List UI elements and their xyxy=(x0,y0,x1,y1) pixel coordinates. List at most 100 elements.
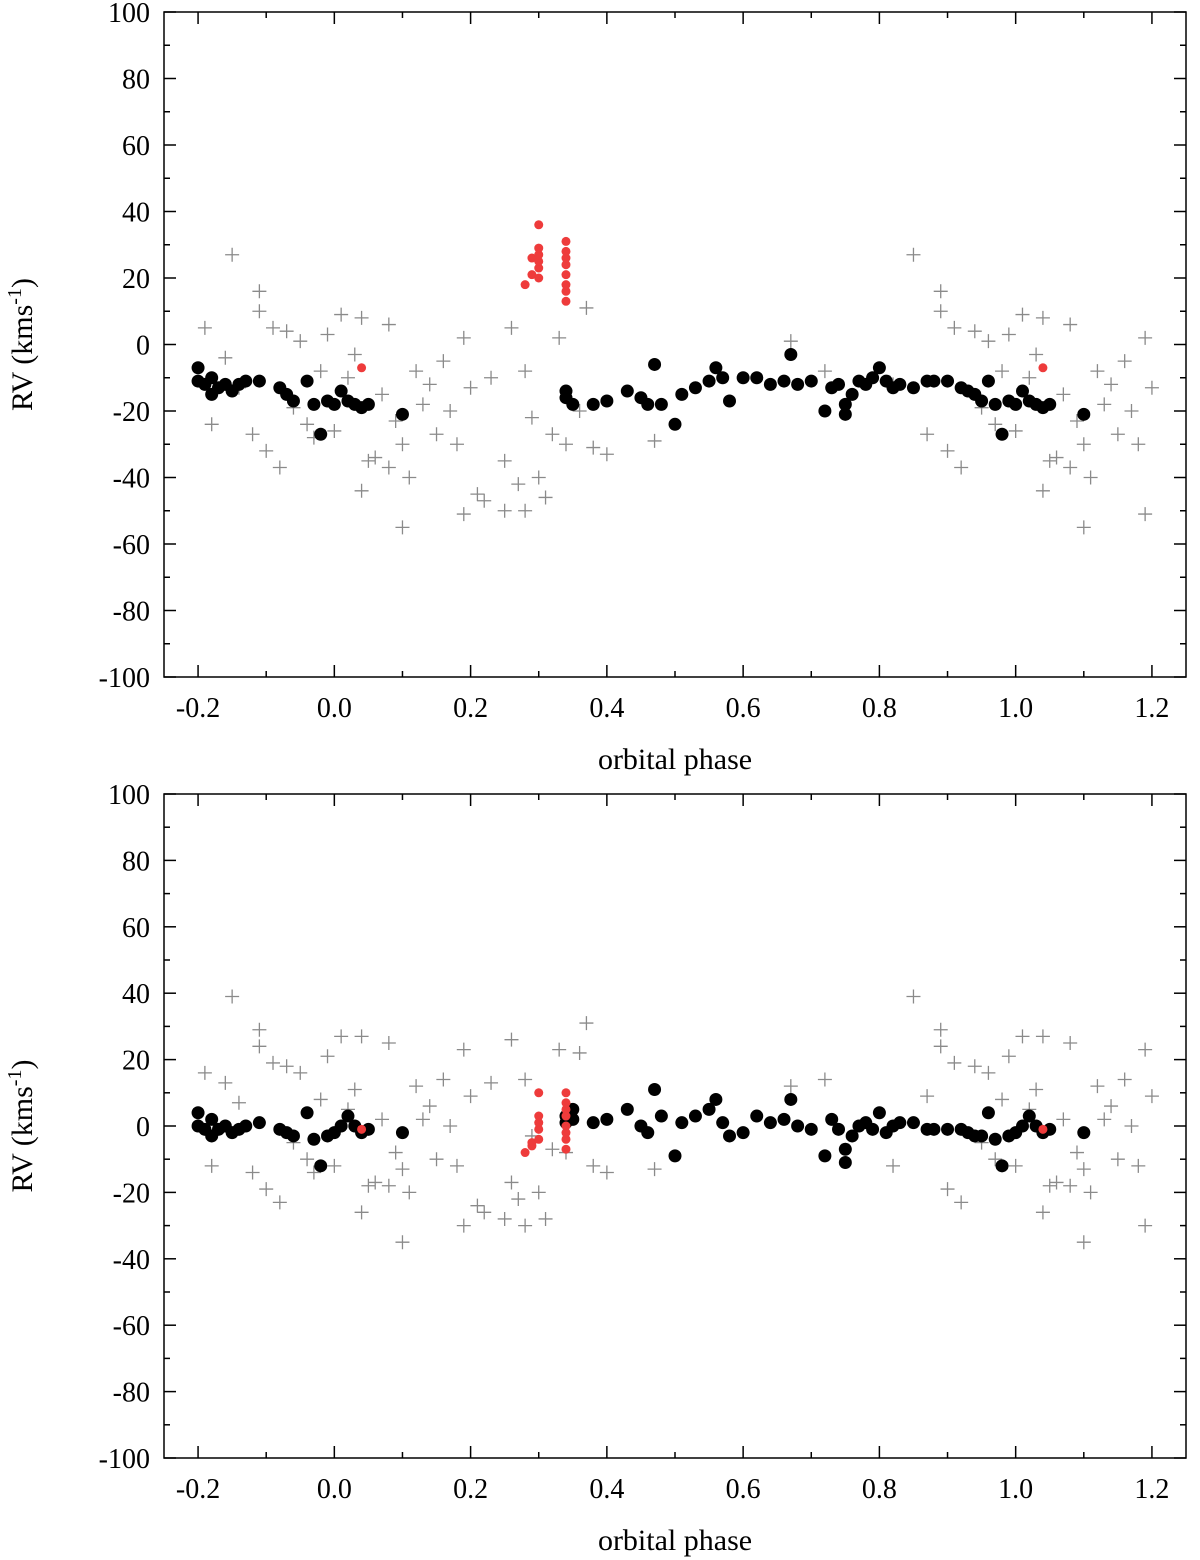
data-point-cross xyxy=(981,1065,996,1080)
data-point-red xyxy=(527,270,537,280)
data-point-black xyxy=(995,1159,1009,1173)
data-point-cross xyxy=(1049,450,1064,465)
data-point-black xyxy=(361,397,375,411)
data-point-cross xyxy=(1117,1072,1132,1087)
data-point-cross xyxy=(988,417,1003,432)
data-point-black xyxy=(975,394,989,408)
data-point-red xyxy=(561,1121,571,1131)
data-point-black xyxy=(988,397,1002,411)
data-point-cross xyxy=(436,1072,451,1087)
data-point-black xyxy=(1077,407,1091,421)
data-point-black xyxy=(688,381,702,395)
data-point-cross xyxy=(313,364,328,379)
data-point-cross xyxy=(1104,1099,1119,1114)
data-point-black xyxy=(736,1126,750,1140)
data-point-cross xyxy=(1138,507,1153,522)
series-1 xyxy=(191,1082,1091,1173)
data-point-cross xyxy=(293,334,308,349)
x-axis-title: orbital phase xyxy=(598,1524,752,1557)
y-tick-label: -20 xyxy=(113,1178,150,1209)
data-point-cross xyxy=(933,1039,948,1054)
data-point-cross xyxy=(504,1032,519,1047)
y-axis-title-main: RV (kms xyxy=(6,305,39,411)
data-point-cross xyxy=(429,1152,444,1167)
data-point-black xyxy=(975,1129,989,1143)
data-point-black xyxy=(654,397,668,411)
data-point-cross xyxy=(272,1195,287,1210)
data-point-black xyxy=(838,397,852,411)
data-point-cross xyxy=(443,404,458,418)
data-point-black xyxy=(893,377,907,391)
data-point-cross xyxy=(995,1092,1010,1107)
data-point-cross xyxy=(279,1059,294,1074)
y-axis-title: RV (kms-1) xyxy=(4,1060,39,1193)
y-tick-label: -40 xyxy=(113,1245,150,1276)
data-point-cross xyxy=(538,1211,553,1226)
panel-top: 100 80 60 40 20 0 -20 -40 -60 -80 -100 -0.2 0.0 0.2 0.… xyxy=(4,0,1187,776)
data-point-black xyxy=(709,361,723,375)
data-point-cross xyxy=(1104,377,1119,392)
y-tick-label: 40 xyxy=(122,979,150,1010)
data-point-cross xyxy=(1076,520,1091,535)
data-point-black xyxy=(600,394,614,408)
data-point-black xyxy=(893,1116,907,1130)
data-point-black xyxy=(1043,397,1057,411)
data-point-cross xyxy=(252,304,267,319)
data-point-red xyxy=(357,1124,367,1134)
x-tick-label: 0.2 xyxy=(453,693,488,724)
x-tick-label: 0.0 xyxy=(317,1474,352,1505)
data-point-black xyxy=(668,1149,682,1163)
data-point-black xyxy=(361,1122,375,1136)
data-point-black xyxy=(566,397,580,411)
data-point-cross xyxy=(1063,460,1078,475)
data-point-cross xyxy=(327,1158,342,1173)
data-point-cross xyxy=(995,364,1010,379)
data-point-cross xyxy=(334,1029,349,1044)
data-point-cross xyxy=(579,1016,594,1031)
data-point-red xyxy=(561,270,571,280)
data-point-cross xyxy=(245,427,260,442)
data-point-cross xyxy=(381,1178,396,1193)
data-point-black xyxy=(988,1132,1002,1146)
data-point-black xyxy=(648,357,662,371)
data-point-cross xyxy=(1001,1049,1016,1064)
data-point-cross xyxy=(456,1042,471,1057)
data-point-black xyxy=(723,394,737,408)
data-point-black xyxy=(620,384,634,398)
data-point-cross xyxy=(1090,364,1105,379)
data-point-black xyxy=(791,1119,805,1133)
data-point-red xyxy=(561,280,571,290)
data-point-cross xyxy=(361,1178,376,1193)
data-point-black xyxy=(654,1109,668,1123)
data-point-black xyxy=(641,397,655,411)
data-point-black xyxy=(784,347,798,361)
data-point-cross xyxy=(225,247,240,262)
data-point-red xyxy=(534,1134,544,1144)
x-tick-label: 0.8 xyxy=(862,1474,897,1505)
data-point-black xyxy=(716,1116,730,1130)
data-point-black xyxy=(239,1119,253,1133)
y-axis-title: RV (kms-1) xyxy=(4,278,39,411)
data-point-black xyxy=(205,1112,219,1126)
series-0 xyxy=(197,247,1159,535)
data-point-black xyxy=(981,1106,995,1120)
data-point-cross xyxy=(558,437,573,452)
data-point-black xyxy=(763,377,777,391)
data-point-cross xyxy=(402,470,417,485)
data-point-red xyxy=(561,1134,571,1144)
data-point-cross xyxy=(1069,1145,1084,1160)
data-point-red xyxy=(561,253,571,263)
data-point-cross xyxy=(518,503,533,518)
x-tick-label: 1.2 xyxy=(1134,1474,1169,1505)
data-point-black xyxy=(1022,1109,1036,1123)
data-point-cross xyxy=(347,1082,362,1097)
data-point-black xyxy=(675,387,689,401)
data-point-black xyxy=(716,371,730,385)
data-point-red xyxy=(561,260,571,270)
data-point-cross xyxy=(886,1158,901,1173)
data-point-cross xyxy=(1008,1158,1023,1173)
data-point-red xyxy=(561,1144,571,1154)
data-point-cross xyxy=(783,1079,798,1094)
data-point-cross xyxy=(347,347,362,362)
